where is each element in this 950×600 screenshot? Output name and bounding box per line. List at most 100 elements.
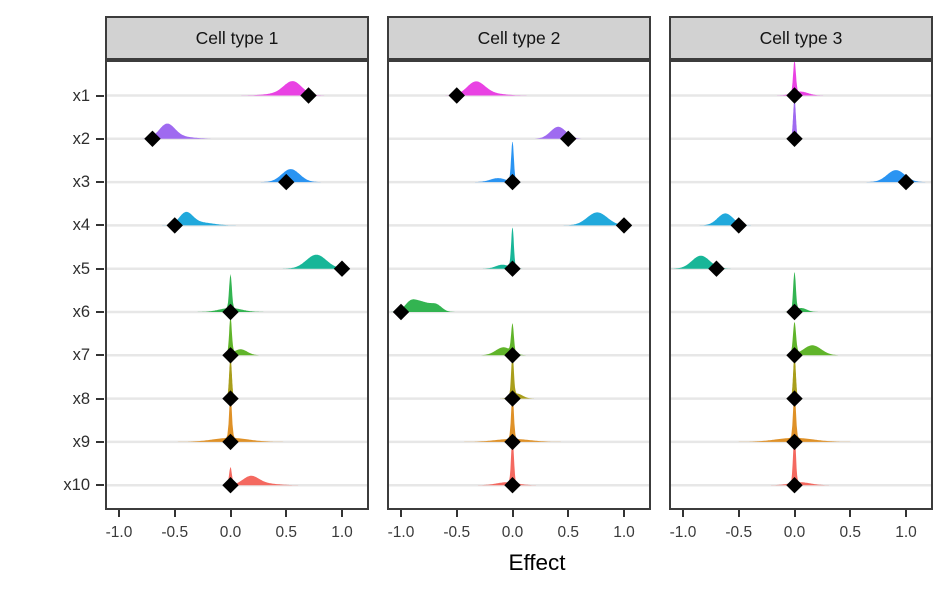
estimate-marker-x7: [786, 347, 803, 364]
facet-plot-area: [387, 60, 651, 510]
density-curve-x5: [276, 254, 357, 269]
x-tick-label: 1.0: [895, 524, 917, 541]
y-tick: [96, 311, 104, 313]
x-tick: [849, 510, 852, 517]
facet-panel-1: Cell type 1: [105, 16, 369, 510]
y-tick-label: x5: [72, 259, 90, 278]
x-tick-label: -1.0: [387, 524, 415, 541]
x-tick: [455, 510, 458, 517]
estimate-marker-x6: [786, 303, 803, 321]
density-curve-x3: [255, 169, 327, 183]
panel-border: [669, 60, 933, 510]
estimate-marker-x9: [222, 433, 239, 451]
estimate-marker-x8: [222, 390, 239, 407]
density-curve-x4: [694, 213, 757, 226]
x-tick: [285, 510, 288, 517]
density-curve-x9: [159, 393, 302, 442]
density-curve-x3: [466, 141, 530, 183]
x-tick: [118, 510, 120, 517]
x-tick: [905, 510, 907, 517]
estimate-marker-x1: [786, 87, 803, 104]
density-curve-x9: [718, 391, 871, 442]
y-tick: [96, 181, 104, 184]
estimate-marker-x4: [730, 217, 747, 234]
estimate-marker-x9: [786, 433, 803, 451]
density-curve-x2: [789, 98, 800, 139]
estimate-marker-x8: [786, 390, 803, 407]
y-tick-label: x6: [72, 303, 90, 321]
x-tick-label: 0.0: [783, 524, 806, 541]
density-curve-x6: [778, 272, 824, 312]
estimate-marker-x7: [504, 347, 521, 364]
density-curve-x10: [208, 466, 316, 486]
estimate-marker-x5: [504, 260, 521, 277]
y-tick-label: x10: [63, 476, 90, 495]
x-tick: [400, 510, 402, 517]
density-curve-x4: [151, 211, 250, 226]
density-curve-x8: [494, 355, 540, 399]
x-tick-label: -0.5: [443, 524, 471, 541]
density-curve-x2: [126, 123, 234, 139]
density-curve-x7: [213, 317, 268, 356]
density-curve-x7: [776, 321, 848, 356]
x-tick: [682, 510, 684, 517]
facet-panel-3: Cell type 3: [669, 16, 933, 510]
y-tick-label: x3: [72, 173, 90, 192]
x-tick: [623, 510, 625, 517]
x-axis-title: Effect: [508, 550, 566, 575]
density-curve-x8: [789, 354, 800, 399]
facet-strip-label: Cell type 2: [387, 16, 651, 60]
y-tick: [96, 484, 104, 487]
density-curve-x6: [185, 274, 276, 312]
y-tick: [96, 94, 104, 97]
density-curve-x9: [445, 394, 580, 442]
estimate-marker-x6: [392, 303, 410, 321]
x-tick: [511, 510, 514, 517]
x-tick-label: 0.0: [501, 524, 524, 541]
x-tick-label: 0.5: [275, 524, 298, 541]
x-tick: [567, 510, 570, 517]
density-curve-x8: [225, 356, 236, 399]
density-curve-x2: [527, 126, 590, 139]
density-curve-x1: [222, 81, 339, 96]
x-tick: [793, 510, 796, 517]
x-tick: [737, 510, 740, 517]
density-curve-x5: [669, 255, 737, 269]
estimate-marker-x10: [222, 477, 239, 494]
facet-strip-label: Cell type 3: [669, 16, 933, 60]
y-tick: [96, 397, 104, 400]
x-tick-label: -0.5: [161, 524, 189, 541]
estimate-marker-x2: [144, 130, 161, 147]
x-tick-label: -0.5: [725, 524, 753, 541]
y-tick: [96, 354, 104, 357]
y-tick: [96, 137, 104, 140]
x-tick-label: 0.0: [219, 524, 242, 541]
estimate-marker-x2: [786, 130, 803, 147]
estimate-marker-x10: [504, 477, 521, 494]
x-tick: [229, 510, 232, 517]
density-curve-x4: [557, 212, 638, 226]
estimate-marker-x5: [333, 260, 351, 277]
estimate-marker-x9: [504, 433, 521, 451]
y-tick: [96, 224, 104, 227]
density-curve-x1: [768, 60, 832, 96]
estimate-marker-x3: [504, 173, 521, 191]
x-tick: [173, 510, 176, 517]
estimate-marker-x10: [786, 477, 803, 494]
x-tick-label: 0.5: [839, 524, 862, 541]
estimate-marker-x2: [560, 130, 577, 147]
density-curve-x3: [860, 170, 932, 183]
x-tick-label: 1.0: [613, 524, 635, 541]
estimate-marker-x8: [504, 390, 521, 407]
estimate-marker-x4: [615, 217, 633, 234]
density-curve-x7: [472, 323, 535, 356]
estimate-marker-x6: [222, 303, 239, 321]
estimate-marker-x3: [897, 173, 915, 191]
y-tick-label: x7: [72, 346, 90, 365]
y-tick-label: x9: [72, 432, 90, 451]
panel-border: [387, 60, 651, 510]
y-tick-label: x4: [72, 216, 90, 235]
x-tick-label: 0.5: [557, 524, 580, 541]
facet-plot-area: [669, 60, 933, 510]
